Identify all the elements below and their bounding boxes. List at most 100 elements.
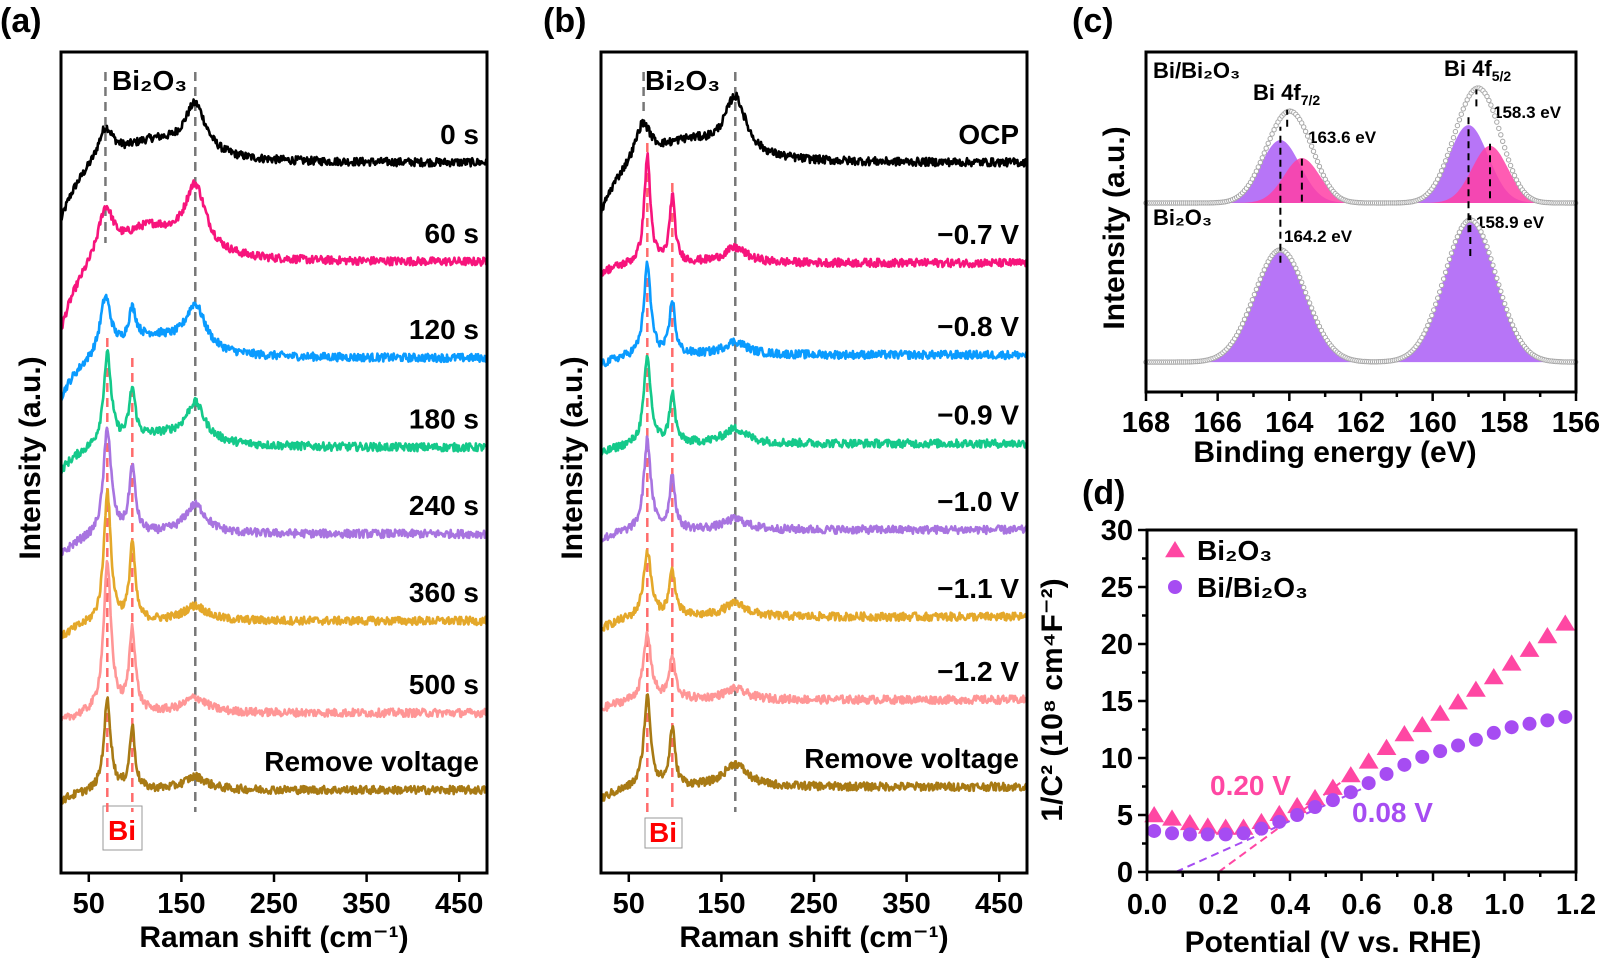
data-point-circle (1468, 732, 1483, 747)
data-point (1257, 276, 1264, 282)
data-point (1318, 168, 1325, 174)
data-point (1496, 282, 1502, 288)
data-point-circle (1218, 827, 1233, 842)
x-tick-label: 166 (1193, 407, 1241, 439)
data-point (1450, 244, 1457, 250)
data-point (1302, 128, 1309, 135)
x-tick-label: 168 (1122, 407, 1170, 439)
data-point (1301, 124, 1307, 130)
panel-label-d: (d) (1082, 474, 1125, 512)
data-point (1269, 131, 1275, 137)
data-point-triangle (1358, 752, 1379, 769)
x-tick-label: 1.0 (1484, 889, 1524, 921)
spectrum-line (59, 488, 488, 641)
data-point (1504, 151, 1510, 157)
data-point (1509, 168, 1516, 174)
x-tick-label: 250 (790, 888, 838, 920)
data-point-circle (1361, 776, 1376, 791)
spectrum-label: −0.7 V (937, 219, 1019, 250)
y-tick-label: 25 (1101, 572, 1133, 604)
data-point (1301, 284, 1307, 291)
data-point (1500, 138, 1506, 145)
data-point (1507, 162, 1514, 169)
data-point (1442, 158, 1449, 164)
data-point-triangle (1180, 813, 1200, 831)
data-point (1458, 111, 1465, 117)
data-point (1237, 325, 1244, 331)
data-point (1291, 261, 1297, 267)
data-point (1505, 157, 1512, 163)
data-point (1431, 307, 1437, 313)
data-point (1316, 163, 1323, 170)
data-point (1243, 312, 1250, 318)
data-point (1425, 322, 1431, 329)
x-axis-title-d: Potential (V vs. RHE) (1185, 926, 1482, 959)
peak-label-bi-4f72: Bi 4f7/2 (1253, 80, 1320, 108)
data-point (1423, 327, 1429, 333)
x-tick-label: 50 (613, 888, 645, 920)
x-tick-label: 150 (157, 888, 205, 920)
data-point (1502, 145, 1508, 151)
data-point (1247, 302, 1254, 308)
data-point (1454, 122, 1461, 129)
data-point-circle (1415, 749, 1430, 764)
spectrum-line (599, 152, 1028, 277)
legend-marker-triangle (1165, 541, 1185, 558)
data-point (1456, 117, 1463, 123)
data-point (1492, 113, 1498, 119)
panel-label-b: (b) (543, 2, 586, 40)
x-tick-label: 1.2 (1556, 889, 1596, 921)
data-point (1257, 159, 1264, 166)
y-tick-label: 15 (1101, 686, 1133, 718)
spectrum-label: 240 s (409, 490, 479, 521)
data-point (1444, 152, 1451, 159)
data-point (1251, 291, 1258, 298)
data-point (1261, 267, 1268, 273)
legend-label-bi2o3: Bi₂O₃ (1197, 535, 1272, 566)
peak-label-bi-4f52: Bi 4f5/2 (1444, 56, 1511, 84)
data-point (1304, 295, 1311, 301)
data-point-circle (1433, 744, 1448, 759)
fit-component-purple (1146, 220, 1576, 363)
data-point (1440, 276, 1447, 282)
data-point (1505, 312, 1512, 318)
x-tick-label: 450 (435, 888, 483, 920)
data-point (1306, 300, 1313, 306)
spectrum-label: 0 s (440, 119, 479, 150)
data-point (1492, 269, 1498, 275)
data-point-circle (1308, 800, 1323, 815)
spectrum-line (599, 260, 1028, 368)
data-point (1480, 233, 1486, 239)
data-point (1446, 256, 1453, 262)
spectrum-label: 60 s (425, 218, 480, 249)
spectrum-line (59, 293, 488, 402)
data-point-circle (1147, 823, 1162, 838)
data-point (1490, 107, 1496, 114)
y-axis-title-b: Intensity (a.u.) (556, 356, 589, 559)
intercept-label-bi-bi2o3: 0.08 V (1352, 797, 1433, 828)
spectrum-line (599, 548, 1028, 633)
peak-label-sub: 7/2 (1301, 92, 1321, 108)
y-tick-label: 0 (1117, 857, 1133, 889)
data-point (1494, 275, 1500, 281)
data-point (1293, 265, 1299, 271)
data-point-triangle (1519, 640, 1540, 657)
data-point-circle (1200, 827, 1215, 842)
data-point (1498, 132, 1504, 138)
bi-label-box-b (644, 817, 683, 849)
data-point-circle (1379, 766, 1394, 781)
data-point (1433, 301, 1439, 307)
fit-component-purple (1146, 249, 1576, 363)
data-point-circle (1165, 826, 1180, 841)
linear-fit-line (1175, 783, 1373, 873)
x-tick-label: 350 (342, 888, 390, 920)
data-point (1263, 145, 1269, 151)
data-point (1482, 238, 1488, 244)
spectrum-line (599, 630, 1028, 712)
spectrum-label: −1.0 V (937, 486, 1019, 517)
data-point-triangle (1555, 614, 1576, 631)
bi-label-b: Bi (649, 817, 677, 848)
data-point (1297, 274, 1303, 281)
chart-marks: 0 s 60 s 120 s 180 s 240 s 360 s 500 s Remove v… (59, 50, 1600, 921)
